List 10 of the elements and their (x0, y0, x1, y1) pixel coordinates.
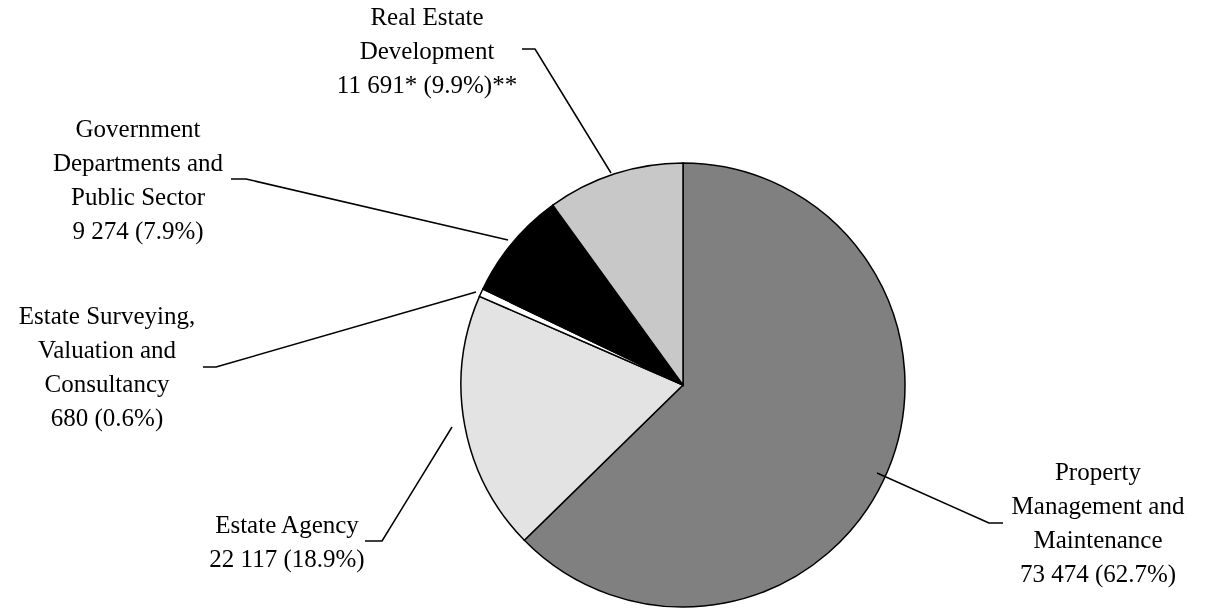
slice-label: Government Departments and Public Sector (52, 115, 224, 210)
slice-label: Estate Surveying, Valuation and Consultancy (18, 302, 196, 397)
data-label: 73 474 (62.7%) (1019, 560, 1177, 588)
slice-label: Estate Agency (215, 511, 360, 538)
slice-label: Real Estate Development (359, 3, 495, 64)
data-label: 9 274 (7.9%) (72, 217, 204, 245)
data-label: 22 117 (18.9%) (209, 545, 365, 573)
data-label: 11 691* (9.9%)** (336, 71, 518, 99)
slice-label: Property Management and Maintenance (1011, 458, 1185, 553)
data-label: 680 (0.6%) (50, 404, 164, 432)
